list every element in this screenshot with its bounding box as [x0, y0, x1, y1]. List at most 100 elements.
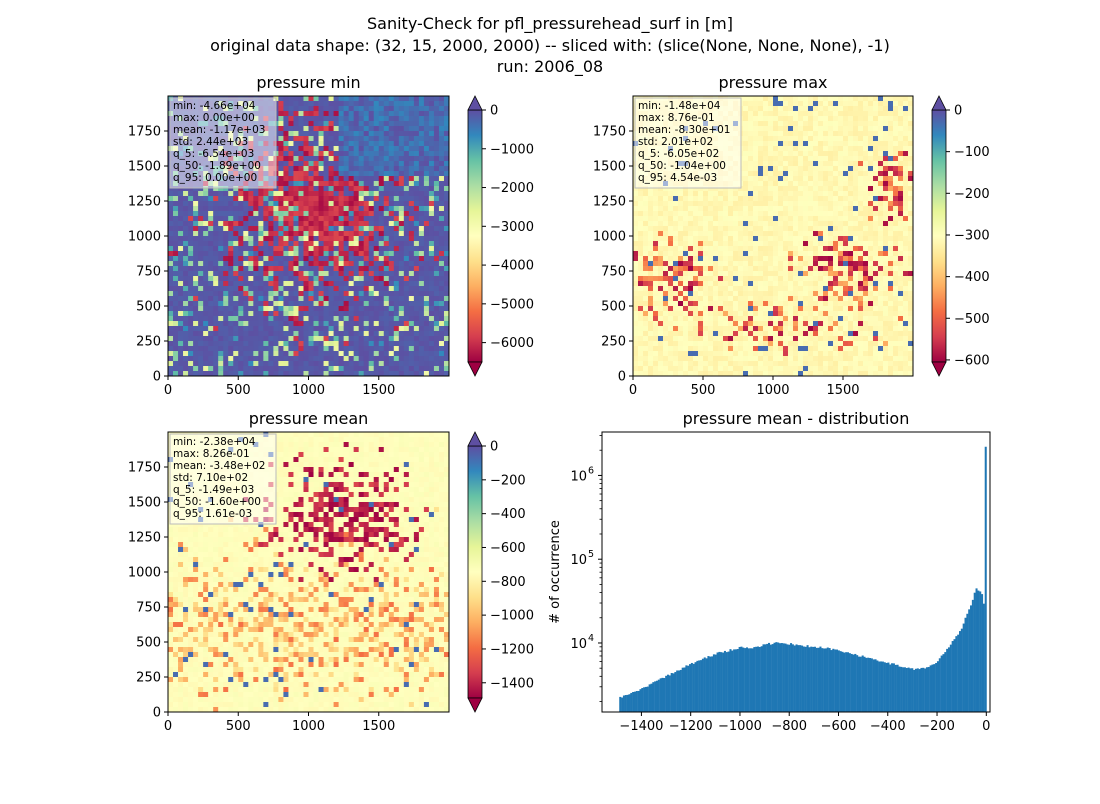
heatmap-cell: [813, 206, 818, 211]
heatmap-cell: [424, 166, 429, 171]
heatmap-cell: [349, 216, 354, 221]
heatmap-cell: [268, 281, 273, 286]
heatmap-cell: [788, 171, 793, 176]
heatmap-cell: [873, 166, 878, 171]
heatmap-cell: [873, 151, 878, 156]
heatmap-cell: [349, 206, 354, 211]
heatmap-cell: [863, 106, 868, 111]
heatmap-cell: [863, 211, 868, 216]
heatmap-cell: [339, 106, 344, 111]
heatmap-cell: [808, 156, 813, 161]
heatmap-cell: [838, 136, 843, 141]
heatmap-cell: [429, 256, 434, 261]
heatmap-cell: [178, 276, 183, 281]
heatmap-cell: [178, 191, 183, 196]
heatmap-cell: [813, 201, 818, 206]
heatmap-cell: [309, 361, 314, 366]
heatmap-cell: [429, 271, 434, 276]
heatmap-cell: [248, 316, 253, 321]
heatmap-cell: [384, 211, 389, 216]
heatmap-cell: [188, 266, 193, 271]
heatmap-cell: [903, 161, 908, 166]
heatmap-cell: [708, 246, 713, 251]
heatmap-cell: [798, 171, 803, 176]
heatmap-cell: [223, 196, 228, 201]
heatmap-cell: [298, 171, 303, 176]
heatmap-cell: [429, 336, 434, 341]
heatmap-cell: [648, 196, 653, 201]
heatmap-cell: [354, 146, 359, 151]
heatmap-cell: [253, 266, 258, 271]
heatmap-cell: [283, 211, 288, 216]
heatmap-cell: [718, 221, 723, 226]
heatmap-cell: [434, 96, 439, 101]
heatmap-cell: [359, 336, 364, 341]
heatmap-cell: [208, 351, 213, 356]
heatmap-cell: [198, 351, 203, 356]
heatmap-cell: [419, 126, 424, 131]
heatmap-cell: [439, 131, 444, 136]
heatmap-cell: [258, 331, 263, 336]
heatmap-cell: [648, 241, 653, 246]
heatmap-cell: [798, 126, 803, 131]
heatmap-cell: [238, 266, 243, 271]
heatmap-cell: [888, 251, 893, 256]
heatmap-cell: [374, 221, 379, 226]
heatmap-cell: [848, 216, 853, 221]
heatmap-cell: [718, 231, 723, 236]
heatmap-cell: [298, 186, 303, 191]
heatmap-cell: [218, 366, 223, 371]
heatmap-cell: [359, 311, 364, 316]
heatmap-cell: [203, 191, 208, 196]
heatmap-cell: [183, 301, 188, 306]
heatmap-cell: [248, 331, 253, 336]
heatmap-cell: [329, 296, 334, 301]
heatmap-cell: [183, 276, 188, 281]
heatmap-cell: [329, 361, 334, 366]
heatmap-cell: [743, 196, 748, 201]
heatmap-cell: [788, 166, 793, 171]
x-tick-label: 0: [164, 383, 172, 398]
heatmap-cell: [314, 236, 319, 241]
heatmap-cell: [798, 206, 803, 211]
heatmap-cell: [389, 351, 394, 356]
heatmap-cell: [178, 351, 183, 356]
heatmap-cell: [733, 231, 738, 236]
heatmap-cell: [243, 231, 248, 236]
heatmap-cell: [354, 101, 359, 106]
heatmap-cell: [354, 171, 359, 176]
heatmap-cell: [878, 201, 883, 206]
heatmap-cell: [389, 191, 394, 196]
heatmap-cell: [419, 131, 424, 136]
heatmap-cell: [248, 311, 253, 316]
heatmap-cell: [218, 256, 223, 261]
heatmap-cell: [213, 286, 218, 291]
heatmap-cell: [793, 136, 798, 141]
heatmap-cell: [213, 281, 218, 286]
heatmap-cell: [354, 286, 359, 291]
heatmap-cell: [878, 101, 883, 106]
heatmap-cell: [188, 196, 193, 201]
heatmap-cell: [384, 226, 389, 231]
heatmap-cell: [838, 206, 843, 211]
heatmap-cell: [404, 116, 409, 121]
heatmap-cell: [768, 201, 773, 206]
heatmap-cell: [324, 96, 329, 101]
heatmap-cell: [303, 366, 308, 371]
heatmap-cell: [873, 111, 878, 116]
heatmap-cell: [243, 271, 248, 276]
heatmap-cell: [359, 251, 364, 256]
heatmap-cell: [168, 366, 173, 371]
heatmap-cell: [334, 306, 339, 311]
heatmap-cell: [873, 231, 878, 236]
heatmap-cell: [833, 186, 838, 191]
heatmap-cell: [633, 196, 638, 201]
heatmap-cell: [813, 146, 818, 151]
heatmap-cell: [419, 311, 424, 316]
heatmap-cell: [813, 211, 818, 216]
heatmap-cell: [238, 326, 243, 331]
heatmap-cell: [334, 241, 339, 246]
heatmap-cell: [703, 226, 708, 231]
heatmap-cell: [429, 146, 434, 151]
heatmap-cell: [329, 336, 334, 341]
